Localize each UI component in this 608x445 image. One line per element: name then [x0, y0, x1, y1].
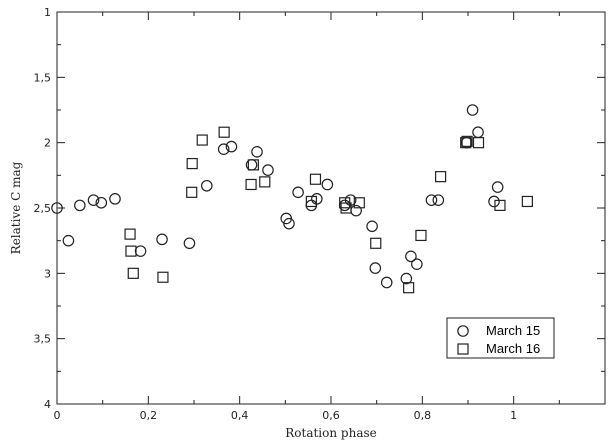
data-points	[51, 104, 533, 294]
data-point-march-15	[472, 126, 484, 139]
data-point-march-16	[353, 197, 365, 209]
data-point-march-15	[305, 199, 318, 212]
data-point-march-15	[491, 181, 504, 193]
y-tick-label: 2,5	[34, 202, 52, 215]
legend-label-march-16: March 16	[486, 341, 540, 356]
x-tick-label: 1	[510, 409, 517, 422]
data-point-march-16	[435, 171, 447, 183]
data-point-march-15	[432, 194, 445, 206]
legend-label-march-15: March 15	[486, 323, 540, 338]
data-point-march-16	[125, 245, 137, 257]
x-tick-label: 0,6	[322, 409, 340, 422]
y-tick-label: 1	[44, 6, 51, 19]
data-point-march-16	[196, 134, 208, 146]
y-tick-label: 4	[44, 398, 51, 411]
tick-labels: 0 0,2 0,4 0,6 0,8 1 1 1,5 2 2,5 3 3,5 4	[34, 6, 518, 422]
data-point-march-16	[460, 137, 472, 149]
y-tick-label: 3,5	[34, 333, 52, 346]
data-point-march-15	[488, 195, 500, 208]
x-tick-label: 0,4	[231, 409, 249, 422]
data-point-march-15	[134, 245, 147, 257]
data-point-march-16	[245, 178, 257, 191]
data-point-march-15	[51, 202, 63, 214]
legend: March 15 March 16	[446, 317, 555, 359]
data-point-march-15	[217, 143, 230, 155]
data-point-march-15	[200, 179, 213, 192]
data-point-march-15	[251, 146, 263, 158]
data-point-march-15	[62, 234, 75, 247]
y-tick-label: 1,5	[34, 71, 52, 84]
x-tick-label: 0,8	[414, 409, 432, 422]
data-point-march-15	[411, 258, 423, 270]
data-point-march-16	[186, 186, 198, 198]
data-point-march-15	[321, 178, 334, 191]
data-point-march-16	[309, 173, 322, 185]
x-tick-label: 0	[54, 409, 61, 422]
data-point-march-16	[403, 282, 415, 294]
data-point-march-15	[425, 194, 438, 206]
data-point-march-15	[95, 196, 108, 209]
data-point-march-16	[186, 157, 198, 170]
data-point-march-16	[461, 135, 473, 147]
x-tick-label: 0,2	[140, 409, 158, 422]
data-point-march-15	[400, 272, 413, 285]
data-point-march-16	[472, 137, 485, 149]
data-point-march-16	[247, 159, 259, 171]
x-axis-title: Rotation phase	[285, 426, 377, 440]
legend-box	[446, 317, 555, 359]
data-point-march-15	[350, 204, 362, 217]
data-point-march-16	[305, 195, 317, 208]
y-tick-label: 3	[44, 267, 51, 280]
data-point-march-16	[127, 267, 139, 279]
legend-square-marker	[457, 343, 469, 355]
data-point-march-15	[366, 220, 378, 233]
data-point-march-16	[124, 228, 136, 240]
axis-ticks	[56, 11, 606, 405]
data-point-march-15	[369, 262, 382, 274]
data-point-march-15	[183, 237, 196, 250]
data-point-march-15	[225, 140, 238, 153]
data-point-march-16	[494, 199, 506, 211]
data-point-march-16	[157, 271, 169, 283]
legend-circle-marker	[457, 325, 469, 337]
data-point-march-16	[415, 229, 427, 242]
data-point-march-15	[292, 186, 304, 199]
data-point-march-15	[87, 194, 100, 206]
y-tick-label: 2	[44, 137, 51, 150]
data-point-march-16	[340, 202, 352, 214]
data-point-march-16	[218, 126, 230, 138]
data-point-march-15	[466, 104, 479, 116]
data-point-march-15	[380, 276, 393, 289]
y-axis-title: Relative C mag	[9, 161, 23, 254]
data-point-march-16	[521, 195, 533, 208]
data-point-march-16	[259, 176, 271, 188]
data-point-march-15	[109, 193, 121, 205]
data-point-march-15	[405, 250, 417, 263]
data-point-march-16	[370, 237, 382, 249]
data-point-march-15	[262, 164, 274, 176]
data-point-march-15	[74, 199, 86, 212]
data-point-march-15	[156, 233, 168, 246]
data-point-march-15	[283, 217, 295, 230]
